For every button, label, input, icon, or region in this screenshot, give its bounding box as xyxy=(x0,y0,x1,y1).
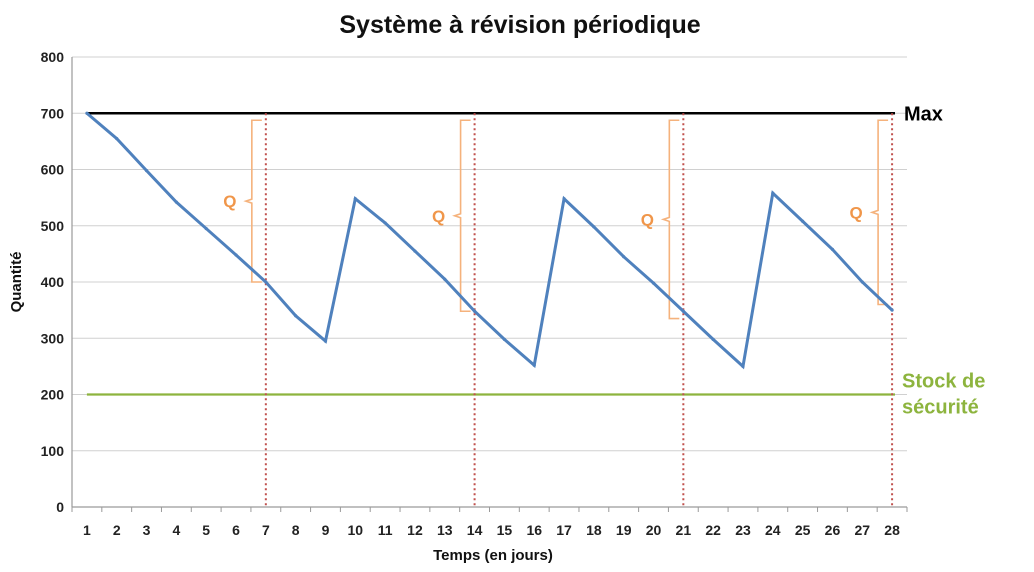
x-tick-label: 11 xyxy=(378,522,393,538)
data-point xyxy=(622,255,626,259)
order-quantity-label: Q xyxy=(432,207,445,226)
y-tick-label: 300 xyxy=(41,330,65,346)
data-point xyxy=(234,253,238,257)
data-point xyxy=(323,339,328,343)
data-point xyxy=(771,191,775,195)
x-tick-label: 3 xyxy=(143,522,151,538)
x-tick-label: 16 xyxy=(526,522,542,538)
order-quantity-label: Q xyxy=(849,203,862,222)
y-tick-label: 100 xyxy=(41,443,65,459)
x-tick-label: 6 xyxy=(232,522,240,538)
x-tick-label: 7 xyxy=(262,522,270,538)
y-tick-label: 600 xyxy=(41,162,65,178)
x-tick-label: 25 xyxy=(795,522,811,538)
x-tick-label: 17 xyxy=(556,522,572,538)
data-point xyxy=(353,197,357,201)
data-point xyxy=(801,219,805,223)
chart-title: Système à révision périodique xyxy=(339,11,700,39)
order-bracket xyxy=(660,119,680,320)
reference-line-label: Stock de xyxy=(902,371,985,393)
data-point xyxy=(174,200,178,204)
x-tick-label: 13 xyxy=(437,522,453,538)
order-brackets: QQ Q Q xyxy=(223,119,889,320)
reference-line-label: Max xyxy=(904,103,943,125)
x-tick-label: 20 xyxy=(646,522,662,538)
data-point xyxy=(532,363,536,367)
y-tick-label: 200 xyxy=(41,387,65,403)
x-tick-label: 10 xyxy=(348,522,364,538)
x-tick-label: 18 xyxy=(586,522,602,538)
data-point xyxy=(472,309,477,313)
data-point xyxy=(264,280,268,284)
x-axis-label: Temps (en jours) xyxy=(433,547,553,564)
x-tick-label: 8 xyxy=(292,522,300,538)
y-tick-label: 0 xyxy=(56,499,64,515)
x-tick-label: 27 xyxy=(854,522,870,538)
data-point xyxy=(741,364,745,368)
y-tick-label: 400 xyxy=(41,274,65,290)
data-point xyxy=(890,308,894,312)
data-point xyxy=(144,169,149,173)
x-tick-label: 9 xyxy=(322,522,330,538)
x-tick-label: 2 xyxy=(113,522,121,538)
x-tick-label: 15 xyxy=(497,522,513,538)
x-tick-label: 23 xyxy=(735,522,751,538)
y-axis-label: Quantité xyxy=(8,252,25,313)
data-point xyxy=(860,280,864,284)
y-tick-label: 500 xyxy=(41,218,65,234)
data-point xyxy=(651,281,656,285)
data-point xyxy=(383,221,387,225)
x-tick-label: 5 xyxy=(202,522,210,538)
x-tick-label: 26 xyxy=(825,522,841,538)
x-tick-label: 4 xyxy=(172,522,180,538)
x-tick-label: 24 xyxy=(765,522,781,538)
y-tick-label: 800 xyxy=(41,49,65,65)
data-point xyxy=(413,249,417,253)
data-point xyxy=(830,247,835,251)
data-point xyxy=(502,337,507,341)
data-point xyxy=(592,225,596,229)
x-tick-label: 1 xyxy=(83,522,91,538)
order-bracket xyxy=(243,119,262,283)
data-point xyxy=(115,136,119,141)
data-point xyxy=(562,197,566,201)
x-tick-label: 14 xyxy=(467,522,483,538)
data-point xyxy=(204,226,208,231)
reference-lines: Max Stock de sécurité xyxy=(86,103,985,419)
x-tick-label: 21 xyxy=(676,522,692,538)
data-point xyxy=(294,314,298,318)
order-bracket xyxy=(869,119,889,306)
data-point xyxy=(681,309,685,313)
x-tick-label: 19 xyxy=(616,522,632,538)
series-layer xyxy=(85,111,894,370)
data-point xyxy=(85,111,89,115)
axes xyxy=(71,57,908,512)
order-quantity-label: Q xyxy=(223,192,236,211)
data-point xyxy=(443,277,447,281)
order-quantity-label: Q xyxy=(641,210,654,229)
y-tick-label: 700 xyxy=(41,105,65,121)
series-line xyxy=(85,112,894,370)
data-point xyxy=(711,337,715,341)
reference-line-label: sécurité xyxy=(902,397,979,419)
x-tick-label: 28 xyxy=(884,522,900,538)
order-bracket xyxy=(452,119,471,313)
x-tick-label: 22 xyxy=(705,522,721,538)
x-tick-label: 12 xyxy=(407,522,423,538)
